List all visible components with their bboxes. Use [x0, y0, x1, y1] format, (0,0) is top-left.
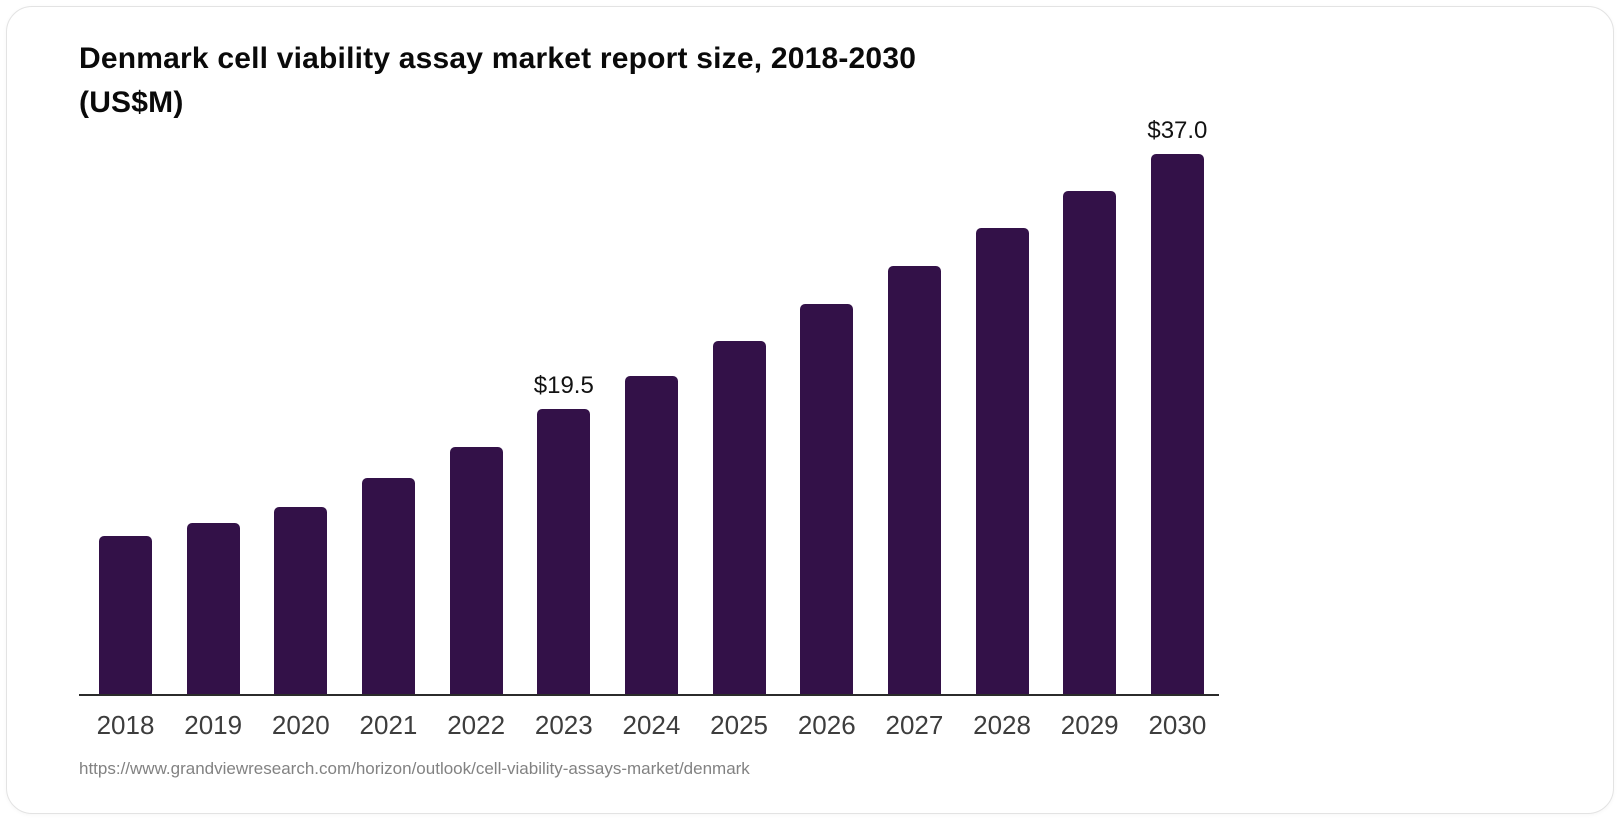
bar-column-2026 — [800, 304, 854, 694]
chart-card: Denmark cell viability assay market repo… — [6, 6, 1614, 814]
bar-value-label-2023: $19.5 — [533, 372, 594, 400]
bar-2029 — [1063, 190, 1117, 694]
bar-column-2027 — [887, 266, 941, 694]
bar-2019 — [186, 523, 240, 694]
x-tick-label: 2027 — [885, 710, 944, 740]
plot-area: $19.5 $37.0 — [79, 117, 1219, 696]
x-tick-label: 2022 — [447, 710, 506, 740]
chart-title: Denmark cell viability assay market repo… — [79, 37, 916, 125]
x-tick-2019: 2019 — [184, 710, 243, 741]
bar-2027 — [887, 266, 941, 694]
x-tick-2028: 2028 — [973, 710, 1031, 741]
x-tick-2018: 2018 — [96, 710, 155, 741]
x-tick-2020: 2020 — [271, 710, 330, 741]
x-tick-2026: 2026 — [797, 710, 856, 741]
bar-2026 — [800, 304, 854, 694]
source-url: https://www.grandviewresearch.com/horizo… — [79, 759, 750, 778]
bar-column-2024 — [624, 375, 678, 694]
bar-column-2023: $19.5 — [534, 372, 594, 694]
bar-column-2029 — [1063, 190, 1117, 694]
x-tick-label: 2028 — [973, 710, 1031, 740]
x-tick-label: 2024 — [622, 710, 681, 740]
x-tick-label: 2021 — [359, 710, 418, 740]
bar-column-2018 — [99, 536, 152, 694]
bar-2021 — [361, 478, 415, 694]
x-tick-2030: 2030 — [1148, 710, 1207, 741]
x-axis-labels: 2018 2019 2020 2021 2022 2023 2024 2025 2026 2027… — [79, 710, 1219, 741]
bar-2024 — [624, 375, 678, 694]
x-tick-2025: 2025 — [710, 710, 769, 741]
x-tick-label: 2023 — [534, 710, 593, 740]
x-tick-2021: 2021 — [359, 710, 418, 741]
bar-2025 — [712, 340, 766, 694]
bar-column-2030: $37.0 — [1147, 117, 1207, 694]
bar-column-2022 — [449, 447, 503, 694]
x-tick-label: 2019 — [184, 710, 243, 740]
bar-2023 — [537, 409, 591, 694]
x-tick-label: 2029 — [1060, 710, 1119, 740]
bar-2022 — [449, 447, 503, 694]
x-tick-label: 2018 — [96, 710, 155, 740]
x-tick-label: 2026 — [797, 710, 856, 740]
x-tick-2024: 2024 — [622, 710, 681, 741]
bar-2018 — [99, 536, 152, 694]
bar-2028 — [975, 228, 1029, 694]
x-tick-label: 2020 — [271, 710, 330, 740]
x-tick-label: 2025 — [710, 710, 769, 740]
bar-column-2021 — [361, 478, 415, 694]
bar-column-2019 — [186, 523, 240, 694]
x-tick-2023: 2023 — [534, 710, 593, 741]
x-tick-2029: 2029 — [1060, 710, 1119, 741]
bar-value-label-2030: $37.0 — [1147, 117, 1208, 144]
x-tick-2027: 2027 — [885, 710, 944, 741]
x-tick-2022: 2022 — [447, 710, 506, 741]
x-tick-label: 2030 — [1148, 710, 1207, 740]
bar-column-2028 — [975, 228, 1029, 694]
bar-column-2025 — [712, 340, 766, 694]
chart-title-line2: (US$M) — [79, 86, 184, 119]
bar-column-2020 — [274, 507, 328, 694]
bar-2030 — [1150, 154, 1204, 694]
bar-2020 — [274, 507, 328, 694]
chart-title-line1: Denmark cell viability assay market repo… — [79, 42, 917, 75]
